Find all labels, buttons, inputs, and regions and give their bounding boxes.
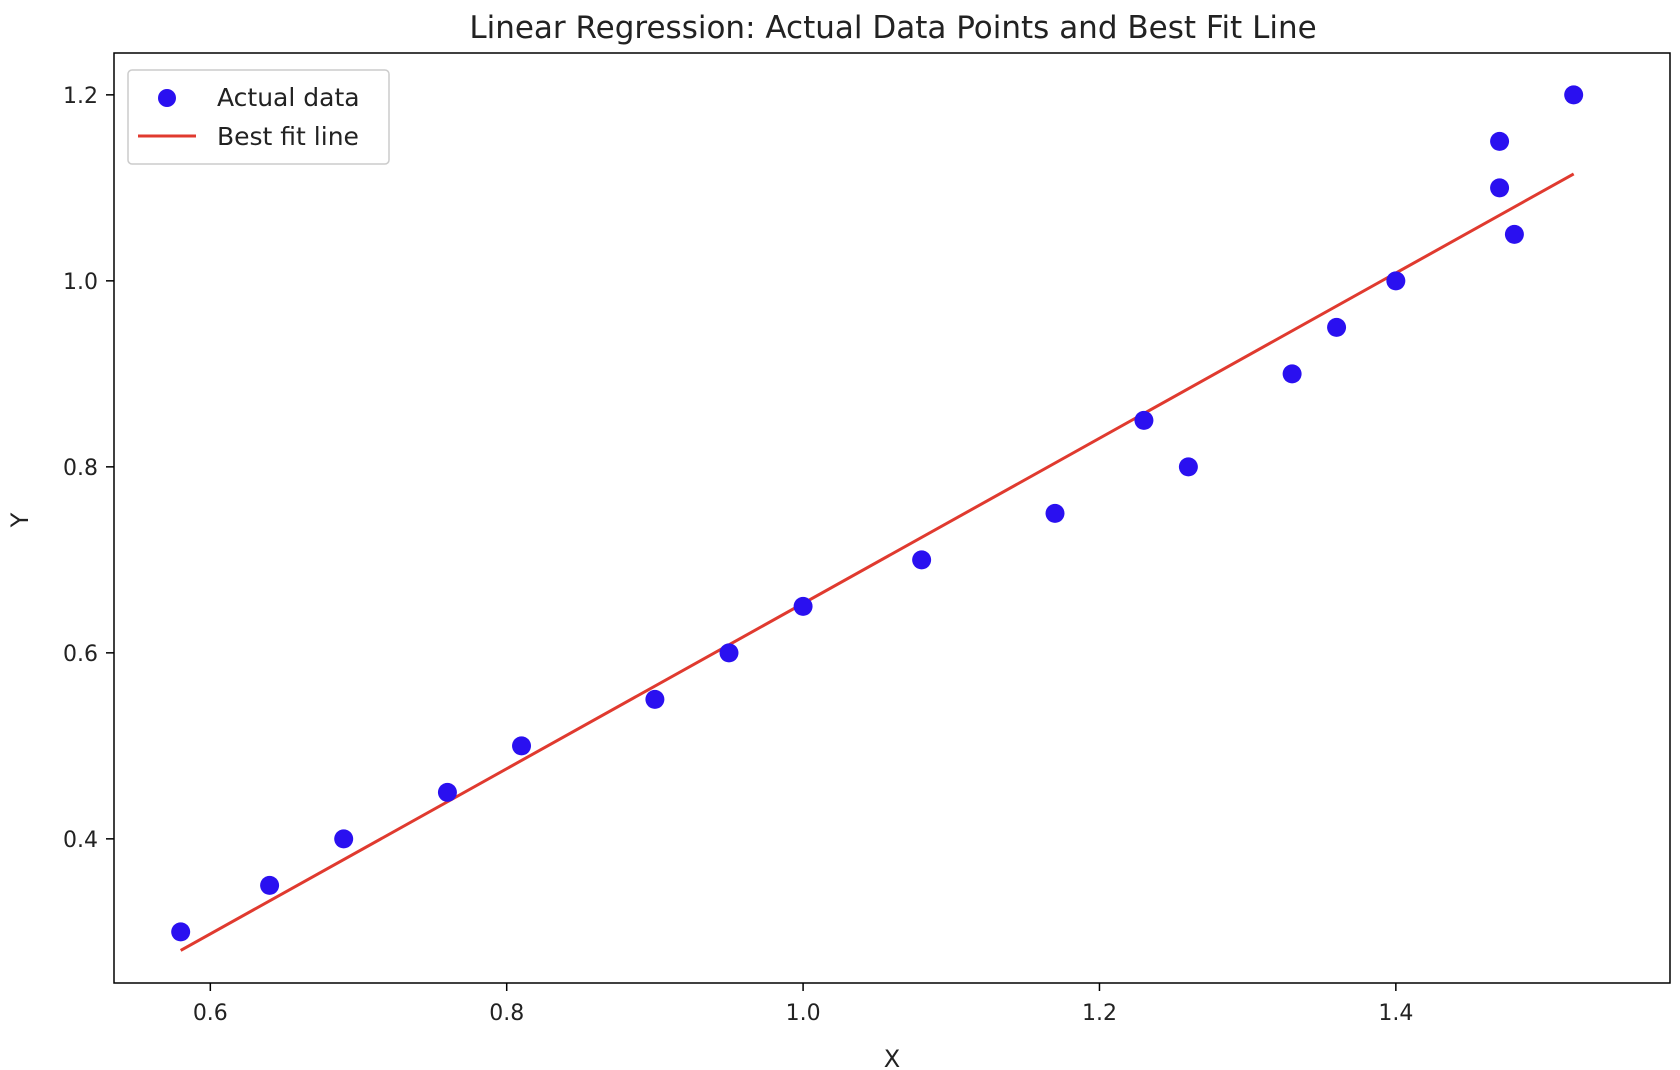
- x-tick-label: 0.8: [489, 1001, 524, 1026]
- x-tick-label: 1.0: [786, 1001, 821, 1026]
- y-axis-ticks: 0.4 0.6 0.8 1.0 1.2: [63, 84, 114, 853]
- legend-label-actual-data: Actual data: [217, 83, 360, 112]
- best-fit-line: [179, 172, 1575, 952]
- y-tick-label: 0.8: [63, 456, 98, 481]
- data-point: [719, 643, 739, 663]
- data-point: [512, 736, 532, 756]
- data-point: [1282, 364, 1302, 384]
- legend-marker-actual-data: [158, 89, 176, 107]
- data-point: [437, 782, 457, 802]
- data-point: [1564, 85, 1584, 105]
- data-point: [1490, 178, 1510, 198]
- data-point: [1045, 503, 1065, 523]
- legend-label-best-fit-line: Best fit line: [217, 122, 359, 151]
- data-point: [1178, 457, 1198, 477]
- data-point: [171, 922, 191, 942]
- x-axis-ticks: 0.6 0.8 1.0 1.2 1.4: [193, 983, 1413, 1026]
- plot-frame: [113, 52, 1671, 984]
- x-tick-label: 1.2: [1082, 1001, 1117, 1026]
- data-point: [1386, 271, 1406, 291]
- data-point: [1134, 410, 1154, 430]
- y-tick-label: 0.6: [63, 642, 98, 667]
- y-tick-label: 1.0: [63, 270, 98, 295]
- x-tick-label: 0.6: [193, 1001, 228, 1026]
- plot-area: [171, 85, 1584, 952]
- y-axis-label: Y: [6, 512, 34, 528]
- legend-box: [127, 69, 390, 165]
- data-point: [912, 550, 932, 570]
- x-axis-label: X: [884, 1045, 900, 1070]
- y-tick-label: 0.4: [63, 828, 98, 853]
- chart-title: Linear Regression: Actual Data Points an…: [469, 10, 1316, 46]
- data-point: [1327, 317, 1347, 337]
- y-tick-label: 1.2: [63, 84, 98, 109]
- data-point: [793, 596, 813, 616]
- data-point: [645, 689, 665, 709]
- data-point: [260, 875, 280, 895]
- legend: Actual data Best fit line: [127, 69, 390, 165]
- x-tick-label: 1.4: [1378, 1001, 1413, 1026]
- data-point: [334, 829, 354, 849]
- data-point: [1490, 131, 1510, 151]
- data-point: [1504, 224, 1524, 244]
